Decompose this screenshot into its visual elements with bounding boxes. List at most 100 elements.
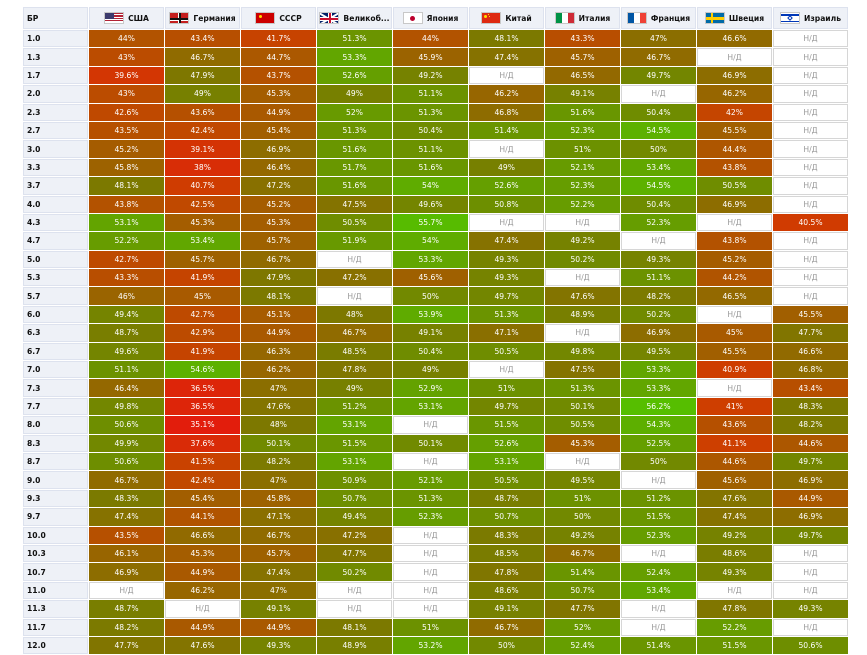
- country-header-content: Германия: [166, 12, 239, 24]
- win-rate-cell: 46.3%: [241, 342, 316, 361]
- win-rate-cell: 45.8%: [89, 158, 164, 177]
- win-rate-cell: 52.1%: [393, 471, 468, 489]
- win-rate-cell: 42.4%: [165, 121, 240, 140]
- br-cell: 10.3: [23, 544, 88, 563]
- no-data-cell: Н/Д: [773, 195, 848, 213]
- win-rate-cell: 51.1%: [621, 269, 696, 287]
- win-rate-cell: 45.9%: [393, 48, 468, 66]
- win-rate-cell: 45.3%: [241, 213, 316, 232]
- win-rate-cell: 54.6%: [165, 361, 240, 379]
- win-rate-cell: 51.6%: [545, 103, 620, 121]
- country-name: СССР: [279, 13, 302, 23]
- win-rate-cell: 54.3%: [621, 416, 696, 434]
- no-data-cell: Н/Д: [773, 269, 848, 287]
- br-column-header[interactable]: БР: [23, 7, 88, 29]
- win-rate-cell: 41.5%: [165, 452, 240, 471]
- win-rate-cell: 46.7%: [241, 526, 316, 544]
- win-rate-cell: 46.9%: [241, 140, 316, 158]
- br-cell: 1.3: [23, 48, 88, 66]
- win-rate-cell: 47.4%: [89, 508, 164, 526]
- win-rate-cell: 47.6%: [165, 636, 240, 655]
- win-rate-cell: 46.8%: [773, 361, 848, 379]
- win-rate-cell: 44.9%: [241, 324, 316, 342]
- win-rate-cell: 46.6%: [773, 342, 848, 361]
- win-rate-cell: 49%: [165, 85, 240, 103]
- win-rate-cell: 47%: [241, 581, 316, 600]
- win-rate-cell: 45%: [165, 287, 240, 305]
- win-rate-cell: 48.7%: [89, 600, 164, 618]
- win-rate-cell: 51%: [469, 379, 544, 397]
- win-rate-cell: 49.5%: [621, 342, 696, 361]
- italy-flag-icon: [554, 12, 575, 24]
- br-cell: 8.7: [23, 452, 88, 471]
- country-column-header[interactable]: Израиль: [773, 7, 848, 29]
- win-rate-cell: 49.8%: [89, 397, 164, 416]
- win-rate-cell: 51.9%: [317, 232, 392, 250]
- country-column-header[interactable]: Франция: [621, 7, 696, 29]
- win-rate-cell: 47.7%: [89, 636, 164, 655]
- win-rate-cell: 47.4%: [469, 232, 544, 250]
- no-data-cell: Н/Д: [621, 232, 696, 250]
- country-column-header[interactable]: Германия: [165, 7, 240, 29]
- country-column-header[interactable]: СССР: [241, 7, 316, 29]
- win-rate-cell: 52.3%: [393, 508, 468, 526]
- win-rate-cell: 47.6%: [545, 287, 620, 305]
- br-cell: 7.0: [23, 361, 88, 379]
- country-column-header[interactable]: Япония: [393, 7, 468, 29]
- win-rate-cell: 49.6%: [393, 195, 468, 213]
- br-cell: 3.7: [23, 177, 88, 195]
- country-column-header[interactable]: Италия: [545, 7, 620, 29]
- win-rate-cell: 43.5%: [89, 526, 164, 544]
- table-row: 11.0 Н/Д 46.2% 47% Н/Д Н/Д 48.6% 50.7% 53.4% Н/Д Н…: [23, 581, 848, 600]
- win-rate-cell: 50.1%: [393, 434, 468, 452]
- win-rate-cell: 48.2%: [241, 452, 316, 471]
- table-row: 9.7 47.4% 44.1% 47.1% 49.4% 52.3% 50.7% 50% 51.5…: [23, 508, 848, 526]
- table-row: 4.0 43.8% 42.5% 45.2% 47.5% 49.6% 50.8% 52.2% 50…: [23, 195, 848, 213]
- win-rate-cell: 50.5%: [469, 471, 544, 489]
- win-rate-cell: 46.9%: [697, 195, 772, 213]
- win-rate-cell: 50.7%: [469, 508, 544, 526]
- table-row: 9.3 48.3% 45.4% 45.8% 50.7% 51.3% 48.7% 51% 51.2…: [23, 489, 848, 508]
- table-row: 8.3 49.9% 37.6% 50.1% 51.5% 50.1% 52.6% 45.3% 52…: [23, 434, 848, 452]
- win-rate-cell: 44.9%: [165, 563, 240, 581]
- country-column-header[interactable]: США: [89, 7, 164, 29]
- no-data-cell: Н/Д: [773, 158, 848, 177]
- win-rate-cell: 49.3%: [241, 636, 316, 655]
- win-rate-cell: 50.1%: [241, 434, 316, 452]
- win-rate-cell: 46.4%: [89, 379, 164, 397]
- br-cell: 4.3: [23, 213, 88, 232]
- israel-flag-icon: [779, 12, 800, 24]
- table-row: 11.7 48.2% 44.9% 44.9% 48.1% 51% 46.7% 52% Н/Д 52…: [23, 618, 848, 636]
- country-column-header[interactable]: Китай: [469, 7, 544, 29]
- win-rate-cell: 48.1%: [317, 618, 392, 636]
- stats-table-container: БР США Германия СССР Великоб... Япония Китай И…: [22, 6, 849, 655]
- win-rate-cell: 48%: [317, 305, 392, 324]
- win-rate-cell: 45.7%: [241, 544, 316, 563]
- country-name: Япония: [426, 13, 459, 23]
- win-rate-cell: 51.4%: [469, 121, 544, 140]
- country-column-header[interactable]: Швеция: [697, 7, 772, 29]
- table-row: 3.7 48.1% 40.7% 47.2% 51.6% 54% 52.6% 52.3% 54.5…: [23, 177, 848, 195]
- win-rate-cell: 49%: [317, 85, 392, 103]
- win-rate-cell: 52.9%: [393, 379, 468, 397]
- win-rate-cell: 53.3%: [621, 361, 696, 379]
- win-rate-cell: 45.3%: [545, 434, 620, 452]
- country-header-content: Израиль: [774, 12, 847, 24]
- br-cell: 5.0: [23, 250, 88, 269]
- country-column-header[interactable]: Великоб...: [317, 7, 392, 29]
- win-rate-cell: 50.4%: [621, 103, 696, 121]
- win-rate-cell: 45.7%: [165, 250, 240, 269]
- win-rate-cell: 46.5%: [545, 66, 620, 85]
- win-rate-cell: 52.3%: [621, 526, 696, 544]
- win-rate-cell: 43.7%: [241, 66, 316, 85]
- win-rate-cell: 46.2%: [165, 581, 240, 600]
- no-data-cell: Н/Д: [317, 600, 392, 618]
- win-rate-cell: 44.7%: [241, 48, 316, 66]
- win-rate-cell: 49.3%: [621, 250, 696, 269]
- win-rate-cell: 46.7%: [241, 250, 316, 269]
- br-cell: 4.7: [23, 232, 88, 250]
- win-rate-cell: 47.8%: [317, 361, 392, 379]
- win-rate-cell: 51.1%: [393, 85, 468, 103]
- win-rate-cell: 51.2%: [317, 397, 392, 416]
- no-data-cell: Н/Д: [545, 269, 620, 287]
